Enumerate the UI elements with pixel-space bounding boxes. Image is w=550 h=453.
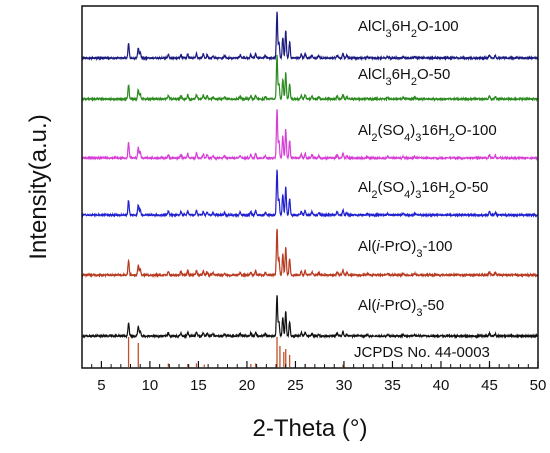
series-label: AlCl36H2O-50 [358, 66, 450, 88]
series-label: Al(i-PrO)3-100 [358, 238, 453, 260]
series-label: Al2(SO4)316H2O-100 [358, 122, 497, 144]
x-tick-label: 10 [142, 377, 159, 394]
x-tick-label: 15 [190, 377, 207, 394]
y-axis-title: Intensity(a.u.) [25, 114, 52, 259]
series-traces [81, 11, 539, 340]
x-tick-label: 45 [481, 377, 498, 394]
series-labels: AlCl36H2O-100 AlCl36H2O-50 Al2(SO4)316H2O-… [354, 18, 497, 361]
x-axis-ticks [81, 361, 539, 368]
x-tick-label: 50 [530, 377, 547, 394]
x-axis-title: 2-Theta (°) [253, 415, 368, 442]
series-line [81, 109, 539, 161]
series-line [81, 169, 539, 219]
series-line [81, 228, 539, 279]
x-tick-label: 20 [239, 377, 256, 394]
series-label: Al(i-PrO)3-50 [358, 297, 444, 319]
x-tick-label: 30 [336, 377, 353, 394]
series-line [81, 295, 539, 340]
x-axis-tick-labels: 5 10 15 20 25 30 35 40 45 50 [97, 377, 546, 394]
series-line [81, 54, 539, 103]
series-label: Al2(SO4)316H2O-50 [358, 179, 488, 201]
series-line [81, 11, 539, 62]
x-tick-label: 35 [384, 377, 401, 394]
series-label: AlCl36H2O-100 [358, 18, 459, 40]
x-tick-label: 25 [287, 377, 304, 394]
x-tick-label: 40 [433, 377, 450, 394]
x-tick-label: 5 [97, 377, 105, 394]
plot-frame [81, 5, 539, 369]
reference-label: JCPDS No. 44-0003 [354, 344, 490, 361]
